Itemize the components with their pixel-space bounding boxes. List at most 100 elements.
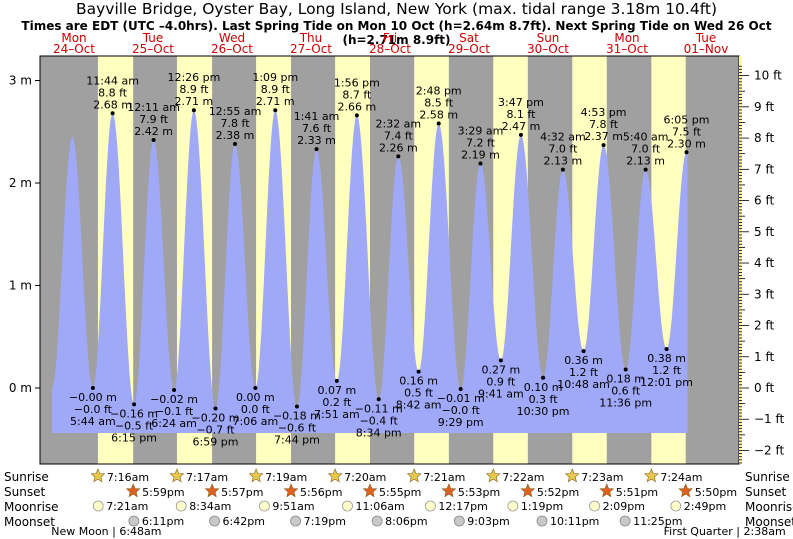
- tide-point-25: [601, 143, 606, 148]
- tide-ft-26: 0.6 ft: [611, 385, 641, 398]
- tide-m-29: 2.30 m: [667, 137, 706, 150]
- tide-time-17: 2:48 pm: [416, 85, 462, 98]
- tide-point-19: [478, 161, 483, 166]
- tide-m-25: 2.37 m: [584, 130, 623, 143]
- day-header-dow-4: Fri: [383, 31, 397, 45]
- sunset-star-icon: [125, 483, 141, 498]
- tide-point-23: [560, 167, 565, 172]
- sunset-time-5: 5:52pm: [537, 486, 579, 499]
- tide-ft-20: 0.9 ft: [486, 375, 516, 388]
- sunrise-star-icon: [327, 468, 343, 483]
- row-label-right-moonset: Moonset: [745, 515, 793, 529]
- tide-point-7: [233, 142, 238, 147]
- tide-point-1: [110, 111, 115, 116]
- day-header-dow-2: Wed: [219, 31, 245, 45]
- tide-m-18: −0.01 m: [437, 392, 485, 405]
- row-label-right-sunrise: Sunrise: [745, 470, 790, 484]
- day-header-dow-0: Mon: [61, 31, 86, 45]
- tide-ft-5: 8.9 ft: [179, 83, 209, 96]
- tide-time-26: 11:36 pm: [599, 397, 652, 410]
- tide-m-13: 2.66 m: [337, 100, 376, 113]
- tide-m-26: 0.18 m: [606, 373, 645, 386]
- sunrise-star-icon: [643, 468, 659, 483]
- day-header-dow-1: Tue: [142, 31, 164, 45]
- tide-m-2: −0.16 m: [110, 407, 158, 420]
- tide-point-4: [172, 388, 177, 393]
- day-header-date-7: 31–Oct: [606, 42, 648, 56]
- moonrise-time-3: 11:06am: [356, 500, 405, 513]
- left-axis-label-1: 1 m: [9, 279, 32, 293]
- sunset-star-icon: [283, 483, 299, 498]
- tide-m-9: 2.71 m: [256, 95, 295, 108]
- tide-ft-7: 7.8 ft: [221, 117, 251, 130]
- tide-ft-21: 8.1 ft: [506, 108, 536, 121]
- tide-ft-28: 1.2 ft: [652, 364, 682, 377]
- tide-time-9: 1:09 pm: [252, 71, 298, 84]
- tide-time-10: 7:44 pm: [274, 433, 320, 446]
- tide-time-0: 5:44 am: [70, 415, 116, 428]
- moonrise-time-7: 2:49pm: [684, 500, 726, 513]
- moonrise-time-4: 12:17pm: [438, 500, 487, 513]
- tide-point-11: [314, 147, 319, 152]
- tide-point-6: [213, 406, 218, 411]
- row-label-right-moonrise: Moonrise: [745, 500, 793, 514]
- day-header-date-8: 01–Nov: [684, 42, 729, 56]
- tide-ft-14: −0.4 ft: [360, 414, 399, 427]
- tide-ft-19: 7.2 ft: [466, 137, 496, 150]
- tide-ft-17: 8.5 ft: [424, 97, 454, 110]
- right-axis-label-12: 10 ft: [754, 69, 782, 83]
- sunrise-time-2: 7:19am: [265, 471, 307, 484]
- sunset-time-0: 5:59pm: [142, 486, 184, 499]
- moonrise-icon: [342, 500, 353, 512]
- sunset-time-7: 5:50pm: [695, 486, 737, 499]
- tide-time-13: 1:56 pm: [334, 76, 380, 89]
- tide-ft-12: 0.2 ft: [322, 396, 352, 409]
- tide-m-21: 2.47 m: [502, 120, 541, 133]
- moonrise-icon: [670, 500, 682, 512]
- tide-time-7: 12:55 am: [209, 105, 262, 118]
- day-header-dow-8: Tue: [695, 31, 717, 45]
- sunset-star-icon: [599, 483, 615, 498]
- tide-point-26: [623, 367, 628, 372]
- tide-time-20: 9:41 am: [478, 387, 524, 400]
- tide-time-8: 7:06 am: [233, 415, 279, 428]
- tide-time-19: 3:29 am: [458, 125, 504, 138]
- tide-m-0: −0.00 m: [69, 391, 117, 404]
- tide-m-12: 0.07 m: [317, 384, 356, 397]
- left-axis-label-2: 2 m: [9, 176, 32, 190]
- moonset-icon: [453, 515, 465, 527]
- sunset-star-icon: [204, 483, 220, 498]
- tide-ft-11: 7.6 ft: [302, 122, 332, 135]
- tide-time-14: 8:34 pm: [356, 426, 402, 439]
- moonset-time-2: 7:19pm: [304, 515, 346, 528]
- tide-ft-16: 0.5 ft: [404, 387, 434, 400]
- tide-time-16: 8:42 am: [396, 399, 442, 412]
- moonrise-time-6: 2:09pm: [603, 500, 645, 513]
- tide-ft-3: 7.9 ft: [139, 113, 169, 126]
- sunrise-star-icon: [169, 468, 185, 483]
- moon-phase-1: First Quarter | 2:38am: [664, 525, 786, 538]
- sunrise-star-icon: [564, 468, 580, 483]
- tide-time-15: 2:32 am: [375, 117, 421, 130]
- sunrise-time-6: 7:23am: [581, 471, 623, 484]
- tide-m-10: −0.18 m: [273, 409, 321, 422]
- tide-ft-13: 8.7 ft: [342, 88, 372, 101]
- moonset-time-6: 11:25pm: [633, 515, 682, 528]
- tide-point-20: [498, 358, 503, 363]
- tide-time-2: 6:15 pm: [111, 431, 157, 444]
- moonset-time-4: 9:03pm: [467, 515, 509, 528]
- tide-time-12: 7:51 am: [314, 408, 360, 421]
- day-header-date-1: 25–Oct: [132, 42, 174, 56]
- tide-time-24: 10:48 am: [557, 378, 610, 391]
- moonset-icon: [209, 515, 220, 527]
- day-header-dow-6: Sun: [537, 31, 560, 45]
- tide-point-24: [581, 349, 586, 354]
- left-axis-label-3: 3 m: [9, 74, 32, 88]
- tide-time-5: 12:26 pm: [167, 71, 220, 84]
- sunrise-time-5: 7:22am: [502, 471, 544, 484]
- row-label-right-sunset: Sunset: [745, 485, 786, 499]
- moonrise-icon: [507, 500, 519, 512]
- moonset-icon: [371, 515, 383, 527]
- right-axis-label-3: 1 ft: [754, 350, 774, 364]
- tide-point-15: [396, 154, 401, 159]
